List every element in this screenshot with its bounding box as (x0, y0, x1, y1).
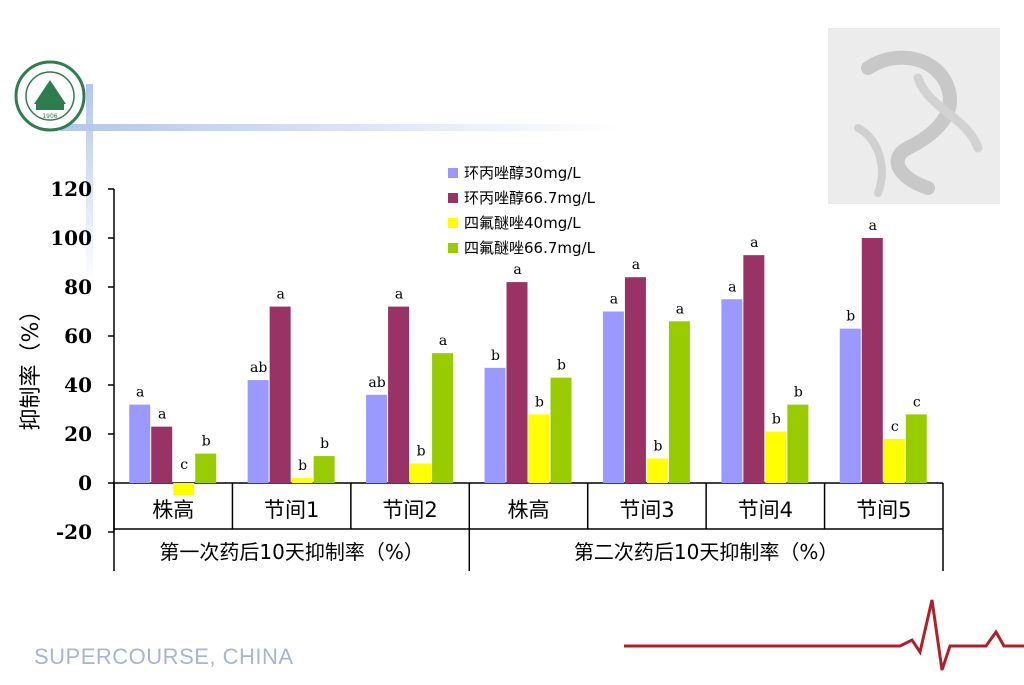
legend-swatch (448, 192, 458, 203)
bar (787, 404, 809, 483)
bar (313, 456, 335, 483)
y-tick-label: 40 (64, 373, 92, 397)
x-category-label: 节间4 (738, 498, 793, 522)
bar-significance-label: b (202, 434, 211, 450)
bar-significance-label: a (158, 407, 166, 423)
legend-label: 环丙唑醇66.7mg/L (464, 189, 595, 207)
legend-entry: 四氟醚唑66.7mg/L (448, 235, 595, 260)
bar-significance-label: a (513, 262, 521, 278)
bar (247, 380, 269, 483)
logo-year: 1906 (42, 113, 57, 120)
x-group-label: 第一次药后10天抑制率（%） (159, 540, 423, 564)
bar (883, 438, 905, 483)
bar (550, 377, 572, 483)
bar-significance-label: a (439, 333, 447, 349)
bar-significance-label: a (676, 301, 684, 317)
bar (195, 453, 217, 483)
bar-significance-label: a (610, 292, 618, 308)
bar-significance-label: b (772, 412, 781, 428)
y-tick-label: 120 (50, 177, 92, 201)
university-logo: 1906 (14, 60, 86, 132)
bar-significance-label: b (557, 358, 566, 374)
bar-significance-label: b (298, 458, 307, 474)
bar (861, 238, 883, 483)
x-category-label: 节间2 (382, 498, 437, 522)
bar-layer (129, 238, 927, 496)
bar (506, 282, 528, 483)
legend-entry: 环丙唑醇30mg/L (448, 160, 595, 185)
y-tick-label: 60 (64, 324, 92, 348)
bar (602, 311, 624, 483)
bar-significance-label: b (794, 385, 803, 401)
bar (410, 463, 432, 483)
x-category-label: 节间3 (619, 498, 674, 522)
bar (484, 367, 506, 483)
vertical-rule (86, 84, 93, 284)
y-tick-label: 20 (64, 422, 92, 446)
bar-significance-label: b (535, 394, 544, 410)
legend-entry: 四氟醚唑40mg/L (448, 210, 595, 235)
bar-significance-label: ab (368, 375, 385, 391)
calligraphy-watermark (828, 28, 1000, 204)
bar-significance-label: b (653, 439, 662, 455)
bar-significance-label: a (136, 385, 144, 401)
x-group-label: 第二次药后10天抑制率（%） (574, 540, 838, 564)
y-axis-label: 抑制率（%） (19, 300, 44, 431)
bar (905, 414, 927, 483)
x-category-label: 节间1 (264, 498, 319, 522)
bar (173, 483, 195, 496)
bar (839, 328, 861, 483)
y-tick-label: 100 (50, 226, 92, 250)
bar (743, 255, 765, 483)
bar-significance-label: c (913, 394, 921, 410)
bar (269, 306, 291, 483)
horizontal-rule (60, 124, 620, 131)
chart-legend: 环丙唑醇30mg/L 环丙唑醇66.7mg/L 四氟醚唑40mg/L 四氟醚唑66.7… (448, 160, 595, 260)
bar (366, 394, 388, 483)
legend-swatch (448, 167, 458, 178)
bar-significance-label: a (869, 218, 877, 234)
bar-significance-label: c (891, 419, 899, 435)
bar (151, 426, 173, 483)
legend-label: 四氟醚唑66.7mg/L (464, 239, 595, 257)
bar (388, 306, 410, 483)
x-category-label: 节间5 (856, 498, 911, 522)
y-tick-label: 80 (64, 275, 92, 299)
legend-label: 四氟醚唑40mg/L (464, 214, 581, 232)
bar (432, 353, 454, 483)
bar-significance-label: b (417, 443, 426, 459)
bar (624, 277, 646, 483)
legend-label: 环丙唑醇30mg/L (464, 164, 581, 182)
legend-swatch (448, 217, 458, 228)
bar-significance-label: a (395, 287, 403, 303)
bar (765, 431, 787, 483)
bar-significance-label: a (750, 235, 758, 251)
bar-significance-label: b (491, 348, 500, 364)
bar-significance-label: ab (250, 360, 267, 376)
bar-significance-label: a (728, 279, 736, 295)
bar-significance-label: b (320, 436, 329, 452)
bar (721, 299, 743, 483)
heartbeat-line-icon (624, 599, 1024, 671)
bar (291, 478, 313, 483)
y-tick-label: -20 (56, 520, 92, 544)
legend-swatch (448, 242, 458, 253)
legend-entry: 环丙唑醇66.7mg/L (448, 185, 595, 210)
bar-significance-label: c (180, 457, 188, 473)
footer-brand-text: SUPERCOURSE, CHINA (34, 644, 294, 669)
x-category-label: 株高 (152, 498, 194, 522)
bar (528, 414, 550, 483)
x-category-label: 株高 (508, 498, 550, 522)
bar-significance-label: b (846, 309, 855, 325)
y-tick-label: 0 (78, 471, 92, 495)
bar (129, 404, 151, 483)
bar-significance-label: a (632, 257, 640, 273)
bar (668, 321, 690, 483)
bar (646, 458, 668, 483)
bar-significance-label: a (276, 287, 284, 303)
